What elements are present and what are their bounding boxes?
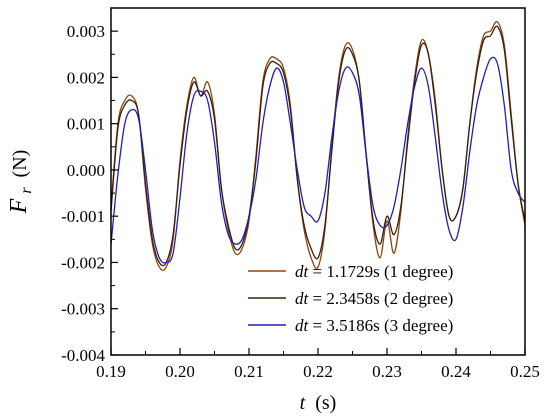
legend: dt = 1.1729s (1 degree) dt = 2.3458s (2 d… xyxy=(248,262,453,335)
series-line-2 xyxy=(110,25,526,267)
y-tick-label: -0.003 xyxy=(61,300,105,319)
y-axis-unit: (N) xyxy=(9,150,31,178)
y-tick-label: 0.001 xyxy=(67,115,105,134)
y-tick-label: -0.004 xyxy=(61,346,105,365)
x-tick-label: 0.22 xyxy=(303,362,333,381)
y-axis-subscript: r xyxy=(18,187,35,194)
y-tick-label: -0.001 xyxy=(61,207,105,226)
y-tick-label: 0.003 xyxy=(67,22,105,41)
legend-label-3: dt = 3.5186s (3 degree) xyxy=(295,316,453,335)
legend-label-2: dt = 2.3458s (2 degree) xyxy=(295,289,453,308)
x-axis-unit: (s) xyxy=(315,392,336,414)
x-tick-label: 0.25 xyxy=(510,362,540,381)
y-axis-variable: F xyxy=(6,198,32,214)
x-tick-label: 0.23 xyxy=(372,362,402,381)
x-tick-label: 0.24 xyxy=(441,362,471,381)
y-tick-label: 0.000 xyxy=(67,161,105,180)
x-tick-label: 0.20 xyxy=(165,362,195,381)
y-tick-label: -0.002 xyxy=(61,253,105,272)
y-axis-ticks: -0.004 -0.003 -0.002 -0.001 0.000 0.001 0.002 0… xyxy=(61,7,118,365)
x-axis-title: t (s) xyxy=(300,392,337,414)
x-tick-label: 0.21 xyxy=(234,362,264,381)
legend-label-1: dt = 1.1729s (1 degree) xyxy=(295,262,453,281)
x-axis-ticks: 0.19 0.20 0.21 0.22 0.23 0.24 0.25 xyxy=(96,348,540,381)
x-axis-variable: t xyxy=(300,392,306,414)
plot-lines xyxy=(110,20,526,271)
series-line-3 xyxy=(110,56,526,264)
y-tick-label: 0.002 xyxy=(67,68,105,87)
x-tick-label: 0.19 xyxy=(96,362,126,381)
y-axis-title: F r (N) xyxy=(6,150,36,215)
